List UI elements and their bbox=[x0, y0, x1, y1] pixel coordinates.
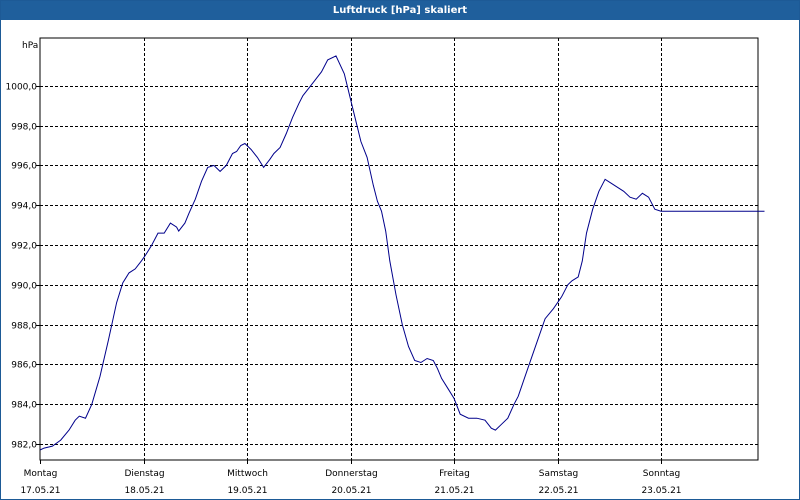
chart-grid bbox=[40, 38, 758, 460]
y-tick-label: 988,0 bbox=[11, 322, 37, 332]
y-tick-label: 998,0 bbox=[11, 123, 37, 133]
chart-axes bbox=[36, 37, 759, 464]
x-tick-date-label: 18.05.21 bbox=[124, 486, 164, 496]
y-tick-label: 986,0 bbox=[11, 361, 37, 371]
y-tick-label: 992,0 bbox=[11, 242, 37, 252]
x-tick-day-label: Montag bbox=[24, 469, 58, 479]
y-tick-label: 984,0 bbox=[11, 401, 37, 411]
pressure-line bbox=[39, 55, 765, 451]
x-tick-day-label: Dienstag bbox=[124, 469, 164, 479]
x-tick-day-label: Samstag bbox=[539, 469, 578, 479]
y-tick-label: 994,0 bbox=[11, 202, 37, 212]
x-tick-date-label: 20.05.21 bbox=[331, 486, 371, 496]
y-tick-label: 996,0 bbox=[11, 162, 37, 172]
y-tick-label: 990,0 bbox=[11, 282, 37, 292]
x-tick-date-label: 19.05.21 bbox=[227, 486, 267, 496]
x-tick-date-label: 21.05.21 bbox=[434, 486, 474, 496]
y-tick-label: 982,0 bbox=[11, 441, 37, 451]
x-tick-date-label: 17.05.21 bbox=[20, 486, 60, 496]
chart-series bbox=[39, 55, 765, 451]
y-axis-label: hPa bbox=[22, 41, 38, 51]
y-tick-label: 1000,0 bbox=[6, 83, 38, 93]
plot-border bbox=[39, 37, 759, 461]
x-tick-day-label: Donnerstag bbox=[325, 469, 378, 479]
x-tick-date-label: 23.05.21 bbox=[641, 486, 681, 496]
x-tick-day-label: Mittwoch bbox=[227, 469, 268, 479]
x-axis-ticks: Montag 17.05.21 Dienstag 18.05.21 Mittwoch 19… bbox=[20, 469, 681, 496]
x-tick-day-label: Sonntag bbox=[643, 469, 680, 479]
x-tick-date-label: 22.05.21 bbox=[538, 486, 578, 496]
window-title: Luftdruck [hPa] skaliert bbox=[1, 1, 799, 20]
y-axis-ticks: 982,0 984,0 986,0 988,0 990,0 992,0 994,0 996,0… bbox=[6, 83, 38, 451]
x-tick-day-label: Freitag bbox=[439, 469, 470, 479]
